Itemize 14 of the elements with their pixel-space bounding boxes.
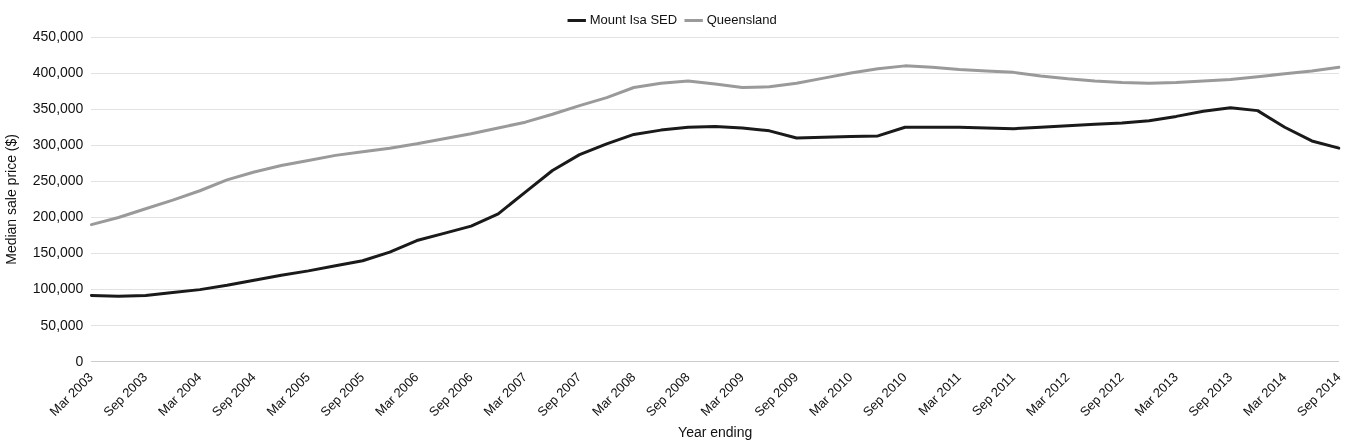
y-tick-label: 200,000: [32, 208, 84, 225]
y-tick-label: 100,000: [32, 280, 84, 297]
x-axis-title: Year ending: [678, 424, 753, 441]
y-tick-label: 250,000: [32, 172, 84, 189]
legend-label: Mount Isa SED: [589, 12, 678, 28]
y-tick-label: 400,000: [32, 63, 84, 80]
y-tick-label: 150,000: [32, 244, 84, 261]
legend-label: Queensland: [706, 12, 777, 28]
y-tick-label: 450,000: [32, 27, 84, 44]
y-tick-label: 50,000: [40, 316, 84, 333]
y-tick-label: 0: [75, 352, 84, 369]
y-tick-label: 300,000: [32, 136, 84, 153]
y-tick-label: 350,000: [32, 100, 84, 117]
y-axis-title: Median sale price ($): [3, 134, 20, 265]
